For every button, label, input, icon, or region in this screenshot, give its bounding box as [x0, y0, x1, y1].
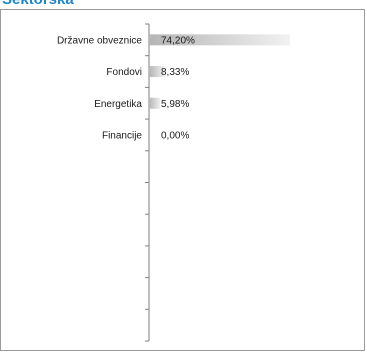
chart-panel — [0, 9, 365, 351]
category-label: Energetika — [94, 99, 142, 110]
data-label: 8,33% — [161, 67, 189, 78]
bar — [149, 66, 165, 78]
category-label: Financije — [102, 130, 142, 141]
bar — [149, 97, 161, 109]
bar — [149, 34, 290, 46]
data-label: 74,20% — [161, 35, 195, 46]
chart-title: Sektorska — [2, 0, 74, 9]
category-label: Fondovi — [106, 67, 142, 78]
category-label: Državne obveznice — [57, 35, 142, 46]
data-label: 0,00% — [161, 130, 189, 141]
data-label: 5,98% — [161, 99, 189, 110]
